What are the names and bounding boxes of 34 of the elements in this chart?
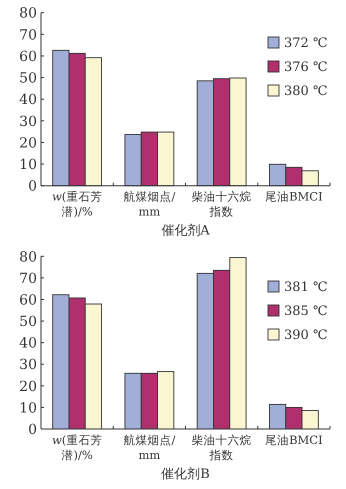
legend-label: 372 ℃ [284, 36, 328, 51]
y-tick-label: 50 [19, 70, 37, 87]
legend-label: 380 ℃ [284, 84, 328, 99]
y-tick-label: 60 [19, 292, 37, 308]
y-tick-label: 60 [19, 48, 37, 65]
text: 催化剂B [161, 466, 210, 482]
legend-label: 381 ℃ [284, 280, 328, 295]
x-tick-label: 航煤烟点/mm [123, 433, 176, 462]
y-tick-label: 70 [19, 27, 37, 44]
x-tick-label: w(重石芳潜)/% [52, 433, 102, 462]
y-tick-label: 70 [19, 270, 37, 287]
y-tick-label: 10 [19, 400, 37, 416]
x-tick-label: 尾油BMCI [265, 433, 323, 447]
x-tick-label: 尾油BMCI [265, 190, 323, 204]
y-tick-label: 40 [19, 92, 37, 108]
y-tick-label: 50 [19, 314, 37, 330]
y-tick-label: 30 [19, 357, 37, 374]
legend-label: 376 ℃ [284, 60, 328, 75]
y-tick-label: 30 [19, 114, 37, 130]
y-tick-label: 10 [19, 157, 37, 174]
x-tick-label: 航煤烟点/mm [123, 190, 176, 219]
y-tick-label: 0 [28, 422, 37, 438]
x-tick-label: w(重石芳潜)/% [52, 190, 102, 219]
y-tick-label: 20 [19, 135, 37, 152]
x-tick-label: 柴油十六烷指数 [192, 433, 252, 462]
legend-label: 390 ℃ [284, 328, 328, 343]
y-tick-label: 0 [28, 178, 37, 195]
y-tick-label: 20 [19, 378, 37, 395]
text: 催化剂A [161, 222, 210, 239]
y-tick-label: 80 [19, 6, 37, 22]
y-tick-label: 40 [19, 336, 37, 352]
legend-label: 385 ℃ [284, 304, 328, 319]
x-tick-label: 柴油十六烷指数 [192, 190, 252, 219]
y-tick-label: 80 [19, 249, 37, 266]
